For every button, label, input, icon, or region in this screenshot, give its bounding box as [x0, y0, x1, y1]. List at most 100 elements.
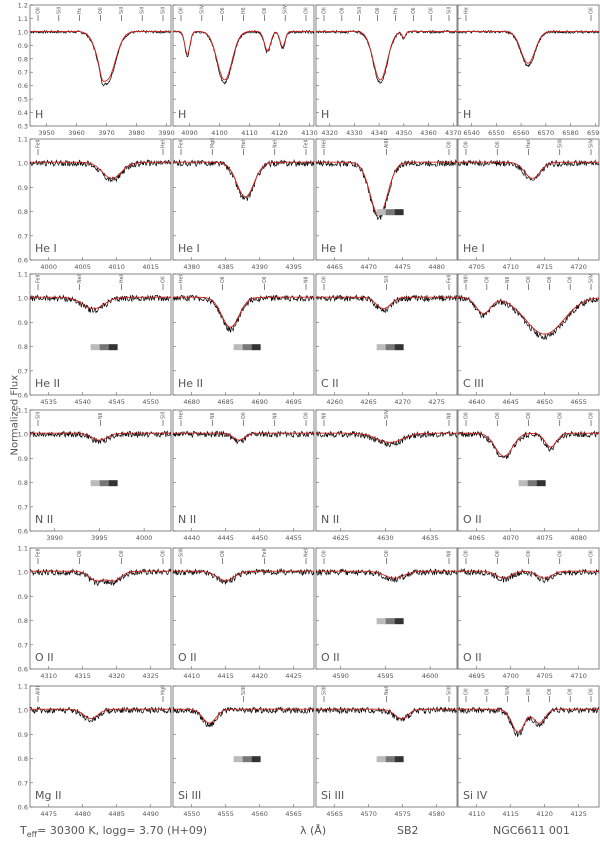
line-id-label: OII	[179, 7, 185, 14]
y-tick-label: 0.6	[18, 804, 28, 812]
x-tick-label: 4600	[422, 672, 439, 680]
y-tick-label: 0.6	[18, 666, 28, 674]
footer-params: Teff= 30300 K, logg= 3.70 (H+09)	[20, 824, 207, 839]
x-tick-label: 4270	[394, 398, 411, 406]
line-id-label: Hδ	[241, 7, 247, 14]
x-tick-label: 4480	[74, 810, 91, 818]
x-tick-label: 4340	[371, 129, 388, 137]
x-tick-label: 4715	[536, 263, 553, 271]
footer-xlabel: λ (Å)	[300, 824, 327, 837]
x-tick-label: 4710	[502, 263, 519, 271]
line-id-label: OII	[589, 688, 595, 695]
x-tick-label: 4570	[360, 810, 377, 818]
x-tick-label: 4445	[217, 534, 234, 542]
panel-frame	[315, 547, 458, 670]
line-id-label: NeI	[272, 140, 278, 148]
x-tick-label: 4325	[142, 672, 159, 680]
panel-label: C III	[463, 377, 484, 390]
footer-params-sub: eff	[26, 830, 38, 840]
model-spectrum	[316, 30, 457, 81]
x-tick-label: 4410	[183, 672, 200, 680]
panel-label: Mg II	[35, 789, 61, 802]
line-id-label: SiIII	[179, 548, 185, 557]
y-tick-label: 1.1	[18, 136, 28, 144]
velocity-bar-mid	[385, 209, 395, 216]
line-id-label: SiIII	[322, 686, 328, 695]
panel-frame	[457, 273, 600, 396]
line-id-label: OII	[161, 276, 167, 283]
panel-label: Si III	[321, 789, 344, 802]
panel-frame	[315, 273, 458, 396]
panel-5-0: 1.1 1.0 0.9 0.8 0.7 0.6 4475 4480 4485 4490 AlIII M…	[18, 683, 172, 818]
panel-2-0: 1.1 1.0 0.9 0.8 0.7 0.6 4535 4540 4545 4550 FeII Ne…	[18, 271, 172, 406]
x-tick-label: 4625	[332, 534, 349, 542]
line-id-label: OII	[322, 550, 328, 557]
observed-spectrum	[172, 158, 315, 201]
panel-label: O II	[321, 651, 340, 664]
y-tick-label: 1.0	[18, 569, 28, 577]
line-id-label: OII	[495, 550, 501, 557]
model-spectrum	[458, 30, 599, 64]
line-id-label: OII	[568, 688, 574, 695]
x-tick-label: 4015	[142, 263, 159, 271]
velocity-bar-dark	[536, 480, 546, 487]
line-id-label: SiII	[161, 412, 167, 419]
model-spectrum	[173, 432, 314, 441]
observed-spectrum	[457, 159, 600, 181]
line-id-label: OII	[220, 7, 226, 14]
model-spectrum	[30, 30, 171, 82]
line-id-label: Hγ	[393, 7, 399, 14]
x-tick-label: 4705	[468, 263, 485, 271]
velocity-bar-light	[90, 344, 100, 351]
line-id-label: OII	[384, 550, 390, 557]
x-tick-label: 4125	[570, 810, 587, 818]
x-tick-label: 4540	[74, 398, 91, 406]
observed-spectrum	[29, 29, 172, 87]
panel-2-2: 4260 4265 4270 4275 OII SiII FeII C II	[315, 273, 458, 406]
x-tick-label: 4115	[502, 810, 519, 818]
velocity-bar-dark	[251, 344, 261, 351]
panel-frame	[315, 409, 458, 532]
x-tick-label: 4470	[360, 263, 377, 271]
model-spectrum	[458, 296, 600, 335]
observed-spectrum	[29, 159, 172, 183]
x-tick-label: 4350	[396, 129, 413, 137]
y-tick-label: 1.1	[18, 15, 28, 23]
panel-frame	[29, 409, 172, 532]
panel-frame	[457, 547, 600, 670]
velocity-bar-dark	[394, 756, 404, 763]
panel-label: He I	[178, 242, 200, 255]
panel-frame	[29, 273, 172, 396]
panel-4-3: 4695 4700 4705 4710 OII OII OII OII OII O II	[457, 547, 600, 680]
panel-label: H	[178, 108, 186, 121]
footer-star: NGC6611 001	[493, 824, 570, 837]
panel-0-3: 6540 6550 6560 6570 6580 6590 Hα OII H	[457, 4, 600, 137]
line-id-label: HeI	[526, 140, 532, 148]
panel-label: Si III	[178, 789, 201, 802]
line-id-label: OII	[464, 412, 470, 419]
x-tick-label: 4000	[40, 263, 57, 271]
velocity-bar-light	[233, 756, 243, 763]
line-id-label: OII	[429, 7, 435, 14]
observed-spectrum	[457, 706, 600, 737]
y-tick-label: 0.9	[18, 184, 28, 192]
x-tick-label: 4655	[570, 398, 587, 406]
x-tick-label: 3950	[38, 129, 55, 137]
velocity-bar-dark	[108, 344, 118, 351]
model-spectrum	[30, 708, 171, 719]
x-tick-label: 4275	[428, 398, 445, 406]
model-spectrum	[458, 570, 599, 579]
line-id-label: SiII	[447, 7, 453, 14]
velocity-bar-mid	[385, 344, 395, 351]
line-id-label: OII	[339, 7, 345, 14]
line-id-label: HeI	[322, 140, 328, 148]
line-id-label: FeII	[36, 275, 42, 283]
velocity-bar-dark	[251, 756, 261, 763]
x-tick-label: 4310	[40, 672, 57, 680]
y-tick-label: 0.4	[18, 109, 28, 117]
y-tick-label: 1.0	[18, 295, 28, 303]
x-tick-label: 4565	[285, 810, 302, 818]
model-spectrum	[173, 161, 314, 198]
y-tick-label: 1.1	[18, 683, 28, 691]
velocity-bar-dark	[394, 209, 404, 216]
